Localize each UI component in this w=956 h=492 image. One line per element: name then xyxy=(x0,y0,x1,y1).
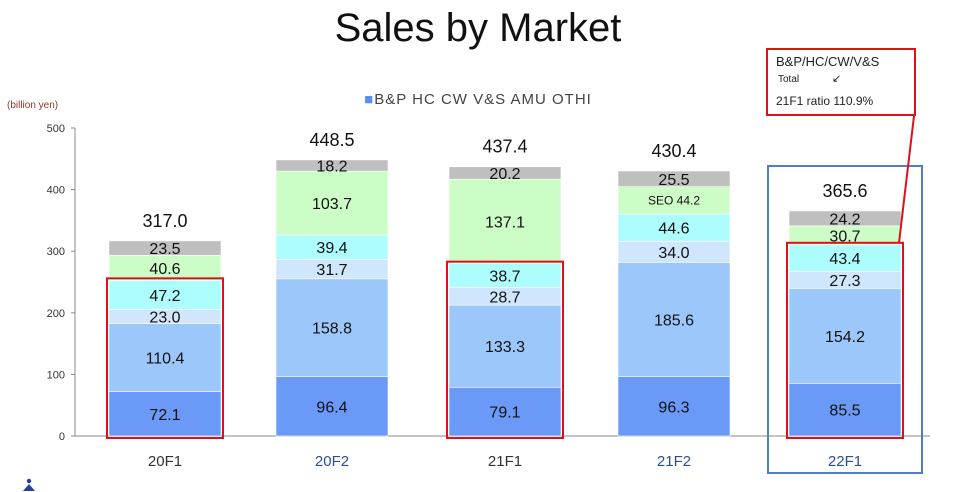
y-tick-label: 100 xyxy=(47,369,65,381)
legend-label: B&P HC CW V&S AMU OTHI xyxy=(374,91,592,108)
y-tick-label: 300 xyxy=(47,246,65,258)
bar-oth-21f2 xyxy=(617,170,731,188)
bar-hc-20f2 xyxy=(275,278,389,377)
y-tick-label: 400 xyxy=(47,185,65,197)
bar-label-oth-21f2: 25.5 xyxy=(658,172,689,189)
callout-segments: B&P/HC/CW/V&S xyxy=(776,54,880,69)
total-label-21f2: 430.4 xyxy=(651,141,696,161)
x-tick-label-21f1: 21F1 xyxy=(488,453,522,470)
bar-label-vs-22f1: 43.4 xyxy=(829,251,860,268)
x-tick-label-21f2: 21F2 xyxy=(657,453,691,470)
page-title: Sales by Market xyxy=(334,6,622,50)
bar-label-vs-21f2: 44.6 xyxy=(658,221,689,238)
callout-connector xyxy=(898,115,915,243)
bar-label-hc-21f2: 185.6 xyxy=(654,313,694,330)
total-label-21f1: 437.4 xyxy=(482,137,527,157)
highlight-box-21f1 xyxy=(446,260,564,439)
bar-vs-20f1 xyxy=(108,280,222,310)
bar-label-oth-20f2: 18.2 xyxy=(316,159,347,176)
bar-oth-20f2 xyxy=(275,159,389,172)
bar-label-hc-21f1: 133.3 xyxy=(485,339,525,356)
bar-amu-20f1 xyxy=(108,255,222,281)
bar-label-oth-21f1: 20.2 xyxy=(489,166,520,183)
bar-label-bp-21f2: 96.3 xyxy=(658,399,689,416)
bar-label-amu-22f1: 30.7 xyxy=(829,228,860,245)
bar-label-cw-20f2: 31.7 xyxy=(316,262,347,279)
bar-label-amu-20f2: 103.7 xyxy=(312,196,352,213)
callout-ratio: 21F1 ratio 110.9% xyxy=(776,94,874,108)
bar-oth-21f1 xyxy=(448,166,562,180)
legend: ■B&P HC CW V&S AMU OTHI xyxy=(364,91,592,108)
bar-label-cw-21f2: 34.0 xyxy=(658,245,689,262)
bar-label-oth-20f1: 23.5 xyxy=(149,241,180,258)
bar-hc-21f1 xyxy=(448,304,562,388)
bar-label-bp-20f2: 96.4 xyxy=(316,399,347,416)
bar-label-amu-21f2: SEO 44.2 xyxy=(648,193,700,207)
y-tick-label: 200 xyxy=(47,308,65,320)
bar-amu-20f2 xyxy=(275,170,389,236)
total-label-22f1: 365.6 xyxy=(822,181,867,201)
callout-arrow-icon: ↙ xyxy=(832,73,842,85)
y-axis-label: (billion yen) xyxy=(7,100,58,111)
total-label-20f2: 448.5 xyxy=(309,130,354,150)
bar-label-vs-21f1: 38.7 xyxy=(489,269,520,286)
bar-oth-20f1 xyxy=(108,240,222,256)
highlight-box-20f1 xyxy=(106,277,224,439)
bar-label-vs-20f2: 39.4 xyxy=(316,240,347,257)
bar-hc-22f1 xyxy=(788,288,902,384)
ratio-callout: B&P/HC/CW/V&S Total ↙ 21F1 ratio 110.9% xyxy=(766,48,916,116)
bar-vs-21f2 xyxy=(617,213,731,242)
bar-hc-21f2 xyxy=(617,262,731,377)
bar-label-vs-20f1: 47.2 xyxy=(149,288,180,305)
bar-vs-20f2 xyxy=(275,234,389,260)
bar-label-hc-20f1: 110.4 xyxy=(146,351,185,368)
bar-label-cw-22f1: 27.3 xyxy=(829,273,860,290)
bar-label-cw-20f1: 23.0 xyxy=(149,309,180,326)
total-label-20f1: 317.0 xyxy=(142,211,187,231)
callout-total-label: Total xyxy=(778,74,800,85)
bar-bp-21f2 xyxy=(617,376,731,437)
bar-label-bp-21f1: 79.1 xyxy=(489,405,520,422)
frame-box-22f1 xyxy=(767,165,923,474)
bar-label-hc-22f1: 154.2 xyxy=(825,329,865,346)
x-tick-label-20f2: 20F2 xyxy=(315,453,349,470)
bar-hc-20f1 xyxy=(108,323,222,392)
bar-label-hc-20f2: 158.8 xyxy=(312,321,352,338)
bar-bp-20f2 xyxy=(275,376,389,437)
x-tick-label-22f1: 22F1 xyxy=(828,453,862,470)
bar-label-oth-22f1: 24.2 xyxy=(829,211,860,228)
highlight-box-22f1 xyxy=(786,241,904,439)
x-tick-label-20f1: 20F1 xyxy=(148,453,182,470)
y-tick-label: 500 xyxy=(47,123,65,135)
bar-bp-20f1 xyxy=(108,391,222,437)
legend-marker: ■ xyxy=(364,91,374,108)
bar-label-amu-21f1: 137.1 xyxy=(485,214,525,231)
bar-amu-21f2 xyxy=(617,186,731,215)
bar-bp-22f1 xyxy=(788,383,902,437)
y-tick-label: 0 xyxy=(59,431,65,443)
bar-label-bp-20f1: 72.1 xyxy=(149,407,180,424)
bar-label-bp-22f1: 85.5 xyxy=(829,403,860,420)
bar-bp-21f1 xyxy=(448,386,562,437)
bar-label-cw-21f1: 28.7 xyxy=(489,289,520,306)
corner-logo-icon xyxy=(23,478,35,491)
bar-label-amu-20f1: 40.6 xyxy=(149,261,180,278)
